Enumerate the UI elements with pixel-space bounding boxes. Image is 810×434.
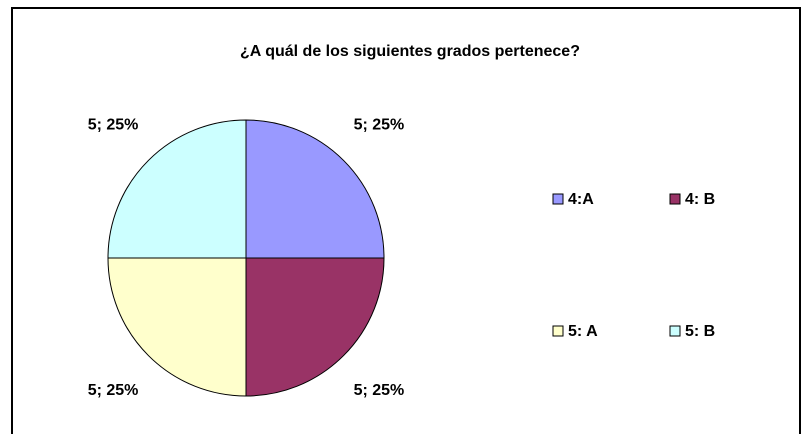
- legend-label: 5: B: [685, 323, 715, 340]
- data-label: 5; 25%: [354, 116, 405, 133]
- pie-slice: [107, 257, 247, 397]
- pie-slice: [245, 257, 385, 397]
- data-label: 5; 25%: [354, 382, 405, 399]
- legend-swatch: [552, 325, 564, 337]
- legend-swatch: [669, 193, 681, 205]
- legend-label: 4: B: [685, 191, 715, 208]
- chart-title: ¿A quál de los siguientes grados pertene…: [240, 43, 580, 60]
- data-label: 5; 25%: [88, 382, 139, 399]
- pie-slice: [107, 119, 247, 259]
- data-label: 5; 25%: [88, 116, 139, 133]
- pie-slice: [245, 119, 385, 259]
- legend-label: 4:A: [568, 191, 594, 208]
- legend-label: 5: A: [568, 323, 598, 340]
- legend-swatch: [669, 325, 681, 337]
- legend-swatch: [552, 193, 564, 205]
